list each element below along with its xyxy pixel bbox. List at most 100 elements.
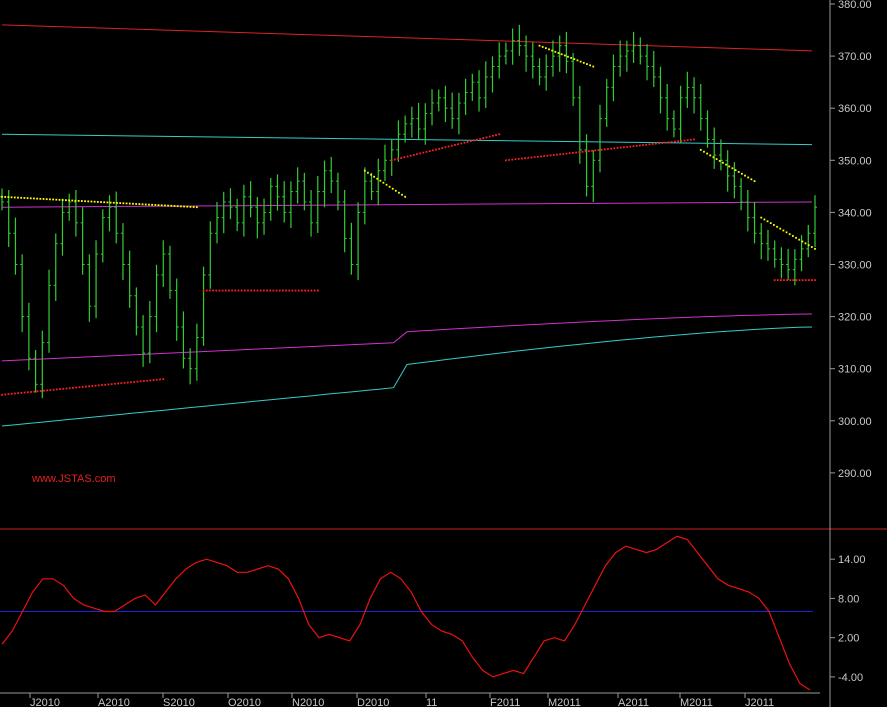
stop-dot (215, 289, 218, 292)
price-tick-label: 350.00 (838, 155, 872, 167)
stop-dot (661, 142, 664, 144)
stop-dot (394, 189, 397, 192)
stop-dot (810, 279, 813, 282)
stop-dot (548, 48, 550, 51)
stop-dot (785, 231, 788, 234)
stop-dot (559, 153, 562, 156)
stop-dot (804, 279, 807, 282)
stop-dot (209, 289, 211, 292)
stop-dot (527, 156, 530, 159)
stop-dot (202, 289, 205, 292)
stop-dot (205, 289, 208, 292)
stop-dot (576, 59, 579, 62)
stop-dot (731, 167, 734, 170)
stop-dot (20, 196, 23, 199)
x-tick-label: O2010 (228, 697, 261, 707)
stop-dot (288, 289, 291, 292)
x-tick-label: A2011 (618, 697, 649, 707)
stop-dot (4, 196, 7, 198)
stop-dot (789, 279, 792, 282)
price-tick-label: 310.00 (838, 364, 872, 376)
price-tick-label: 320.00 (838, 312, 872, 324)
stop-dot (600, 148, 603, 151)
stop-dot (179, 205, 182, 208)
price-tick-label: 300.00 (838, 416, 872, 428)
stop-dot (706, 152, 709, 155)
stop-dot (804, 242, 807, 245)
stop-dot (218, 289, 221, 292)
x-tick-label: S2010 (163, 697, 195, 707)
stop-dot (17, 392, 20, 395)
x-tick-label: J2011 (745, 697, 774, 707)
stop-dot (616, 147, 619, 149)
stop-dot (792, 279, 795, 282)
stop-dot (428, 150, 431, 153)
stop-dot (58, 198, 61, 201)
stop-dot (81, 386, 84, 388)
stop-dot (689, 138, 692, 141)
stop-dot (715, 158, 718, 160)
stop-dot (737, 171, 740, 173)
stop-dot (266, 289, 268, 292)
stop-dot (791, 235, 794, 237)
stop-dot (39, 197, 42, 200)
stop-dot (23, 391, 26, 394)
stop-dot (186, 205, 189, 208)
stop-dot (597, 149, 600, 151)
stop-dot (154, 204, 157, 206)
stop-dot (570, 57, 573, 59)
stop-dot (460, 142, 463, 145)
x-tick-label: N2010 (292, 697, 324, 707)
stop-dot (100, 201, 102, 203)
stop-dot (26, 391, 29, 394)
stop-dot (551, 49, 554, 52)
stop-dot (728, 165, 731, 168)
stop-dot (78, 386, 81, 389)
stop-dot (693, 138, 695, 141)
stop-dot (760, 216, 763, 219)
stop-dot (373, 175, 376, 178)
stop-dot (65, 387, 68, 390)
stop-dot (138, 203, 141, 206)
stop-dot (90, 200, 93, 203)
stop-dot (173, 205, 176, 207)
stop-dot (667, 141, 670, 144)
price-tick-label: 290.00 (838, 468, 872, 480)
stop-dot (106, 201, 109, 204)
oscillator-panel (0, 535, 813, 691)
stop-dot (734, 169, 737, 172)
stop-dot (316, 289, 319, 292)
stop-dot (409, 154, 412, 157)
stop-dot (160, 204, 163, 207)
stop-dot (592, 65, 595, 68)
stop-dot (155, 378, 158, 381)
stop-dot (670, 141, 673, 143)
stop-dot (514, 158, 517, 161)
stop-dot (541, 46, 544, 48)
stop-dot (304, 289, 307, 292)
x-tick-label: M2011 (548, 697, 581, 707)
stop-dot (391, 187, 394, 190)
stop-dot (703, 150, 705, 153)
stop-dot (228, 289, 230, 292)
osc-tick-label: 8.00 (838, 593, 859, 605)
stop-dot (591, 149, 593, 152)
x-tick-label: 11 (426, 697, 437, 707)
stop-dot (589, 64, 592, 67)
stop-dot (388, 185, 391, 188)
stop-dot (635, 144, 638, 147)
stop-dot (766, 220, 769, 223)
stop-dot (297, 289, 300, 292)
stop-dot (379, 179, 382, 182)
stop-dot (482, 137, 485, 139)
stop-dot (416, 153, 418, 156)
stop-dot (88, 385, 90, 388)
osc-tick-label: 2.00 (838, 633, 859, 645)
stop-dot (139, 380, 142, 383)
stop-dot (10, 392, 13, 395)
stop-dot (170, 204, 173, 207)
stop-dot (144, 203, 147, 206)
stop-dot (390, 159, 393, 162)
stop-dot (62, 387, 65, 390)
